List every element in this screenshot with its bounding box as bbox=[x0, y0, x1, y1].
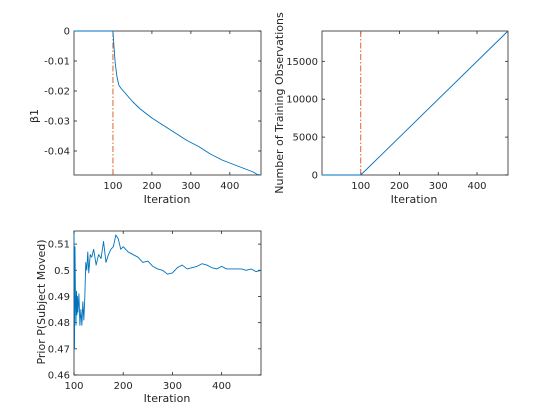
panel-training-observations: 100 200 300 400 0 5000 10000 15000 Iteration Nu… bbox=[273, 12, 509, 206]
prior-series-line bbox=[73, 233, 262, 350]
prior-xtick-label: 100 bbox=[64, 381, 83, 392]
training-xlabel: Iteration bbox=[391, 193, 438, 206]
prior-ytick-label: 0.51 bbox=[48, 240, 70, 251]
training-xtick-label: 100 bbox=[351, 181, 370, 192]
beta1-xtick-label: 300 bbox=[181, 181, 200, 192]
beta1-ytick-label: -0.04 bbox=[44, 147, 70, 158]
prior-ytick-label: 0.5 bbox=[54, 266, 70, 277]
training-plot-area: 100 200 300 400 0 5000 10000 15000 bbox=[286, 30, 509, 192]
prior-ytick-label: 0.48 bbox=[48, 318, 70, 329]
beta1-ytick-label: -0.03 bbox=[44, 117, 70, 128]
training-ytick-label: 10000 bbox=[286, 95, 318, 106]
beta1-ylabel: β1 bbox=[28, 109, 41, 123]
beta1-xtick-label: 200 bbox=[142, 181, 161, 192]
training-ytick-label: 5000 bbox=[293, 133, 318, 144]
training-ylabel: Number of Training Observations bbox=[273, 12, 286, 194]
training-xtick-label: 400 bbox=[467, 181, 486, 192]
training-ytick-label: 0 bbox=[312, 171, 318, 182]
prior-xtick-label: 400 bbox=[212, 381, 231, 392]
prior-xlabel: Iteration bbox=[144, 392, 191, 405]
beta1-axes-box bbox=[73, 30, 262, 176]
prior-plot-area: 100 200 300 400 0.46 0.47 0.48 0.49 0.5 0.51 bbox=[48, 230, 262, 392]
beta1-ytick-label: -0.01 bbox=[44, 57, 70, 68]
training-series-line bbox=[322, 30, 509, 176]
beta1-series-line bbox=[74, 30, 262, 176]
panel-beta1: 100 200 300 400 0 -0.01 -0.02 -0.03 -0.04 Iterat… bbox=[28, 27, 262, 206]
beta1-xlabel: Iteration bbox=[144, 193, 191, 206]
prior-ytick-label: 0.47 bbox=[48, 344, 70, 355]
prior-ytick-label: 0.49 bbox=[48, 292, 70, 303]
prior-xtick-label: 200 bbox=[114, 381, 133, 392]
beta1-xtick-label: 400 bbox=[220, 181, 239, 192]
beta1-plot-area: 100 200 300 400 0 -0.01 -0.02 -0.03 -0.04 bbox=[44, 27, 262, 192]
beta1-ytick-label: 0 bbox=[64, 27, 70, 38]
training-ytick-label: 15000 bbox=[286, 57, 318, 68]
beta1-ytick-label: -0.02 bbox=[44, 87, 70, 98]
prior-xtick-label: 300 bbox=[163, 381, 182, 392]
training-axes-box bbox=[321, 30, 509, 176]
beta1-xtick-label: 100 bbox=[103, 181, 122, 192]
panel-prior: 100 200 300 400 0.46 0.47 0.48 0.49 0.5 0.51 Iter… bbox=[35, 230, 262, 405]
prior-ylabel: Prior P(Subject Moved) bbox=[35, 239, 48, 364]
training-xtick-label: 200 bbox=[390, 181, 409, 192]
training-xtick-label: 300 bbox=[429, 181, 448, 192]
prior-ytick-label: 0.46 bbox=[48, 371, 70, 382]
